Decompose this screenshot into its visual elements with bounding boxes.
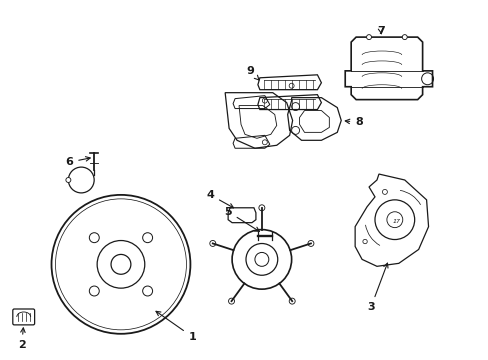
- Text: 6: 6: [65, 157, 90, 167]
- Text: 17: 17: [392, 219, 400, 224]
- Text: 7: 7: [376, 26, 384, 36]
- Text: 5: 5: [224, 207, 259, 231]
- Circle shape: [402, 35, 407, 40]
- Circle shape: [258, 205, 264, 211]
- Text: 8: 8: [345, 117, 362, 127]
- Text: 9: 9: [245, 66, 259, 80]
- Circle shape: [228, 298, 234, 304]
- Circle shape: [209, 240, 215, 246]
- Text: 3: 3: [366, 263, 387, 312]
- Circle shape: [288, 298, 295, 304]
- Text: 1: 1: [156, 311, 196, 342]
- Text: 4: 4: [206, 190, 233, 208]
- Circle shape: [66, 177, 71, 183]
- Circle shape: [366, 35, 371, 40]
- Circle shape: [307, 240, 313, 246]
- Text: 2: 2: [18, 328, 25, 350]
